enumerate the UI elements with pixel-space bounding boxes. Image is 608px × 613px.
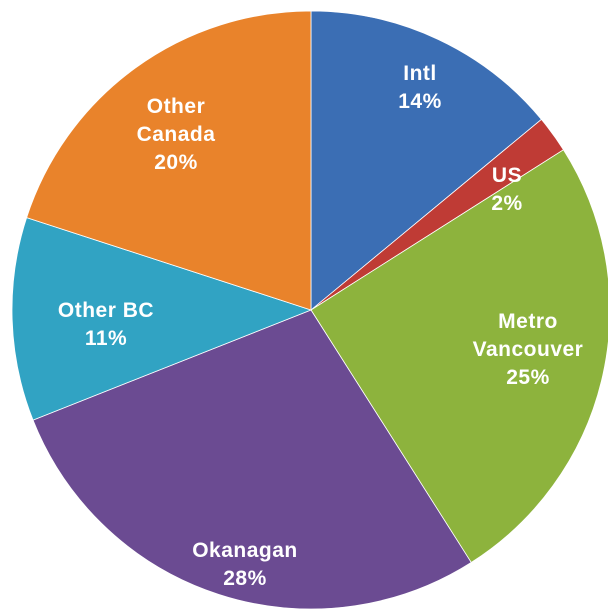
pie-slice [310,149,608,564]
slice-label: Intl 14% [360,60,480,116]
value-label: 2% [491,192,523,215]
category-label: Okanagan [192,539,298,562]
slice-label: Other BC 11% [41,297,171,353]
pie-slice [26,10,312,311]
category-label: US [491,164,523,187]
category-label: Intl [403,62,437,85]
slice-label: Other Canada 20% [121,93,231,177]
slice-label: Okanagan 28% [165,537,325,593]
pie-slice [310,10,542,311]
slice-label: US 2% [477,162,537,218]
value-label: 14% [398,90,442,113]
value-label: 11% [84,327,128,350]
value-label: 25% [506,366,550,389]
pie-slice [32,309,472,610]
category-label: Other BC [57,299,155,322]
pie-slice [11,217,313,421]
category-label: Other Canada [136,95,216,146]
value-label: 28% [223,567,267,590]
category-label: Metro Vancouver [472,310,584,361]
slice-label: Metro Vancouver 25% [463,308,593,392]
value-label: 20% [154,151,198,174]
